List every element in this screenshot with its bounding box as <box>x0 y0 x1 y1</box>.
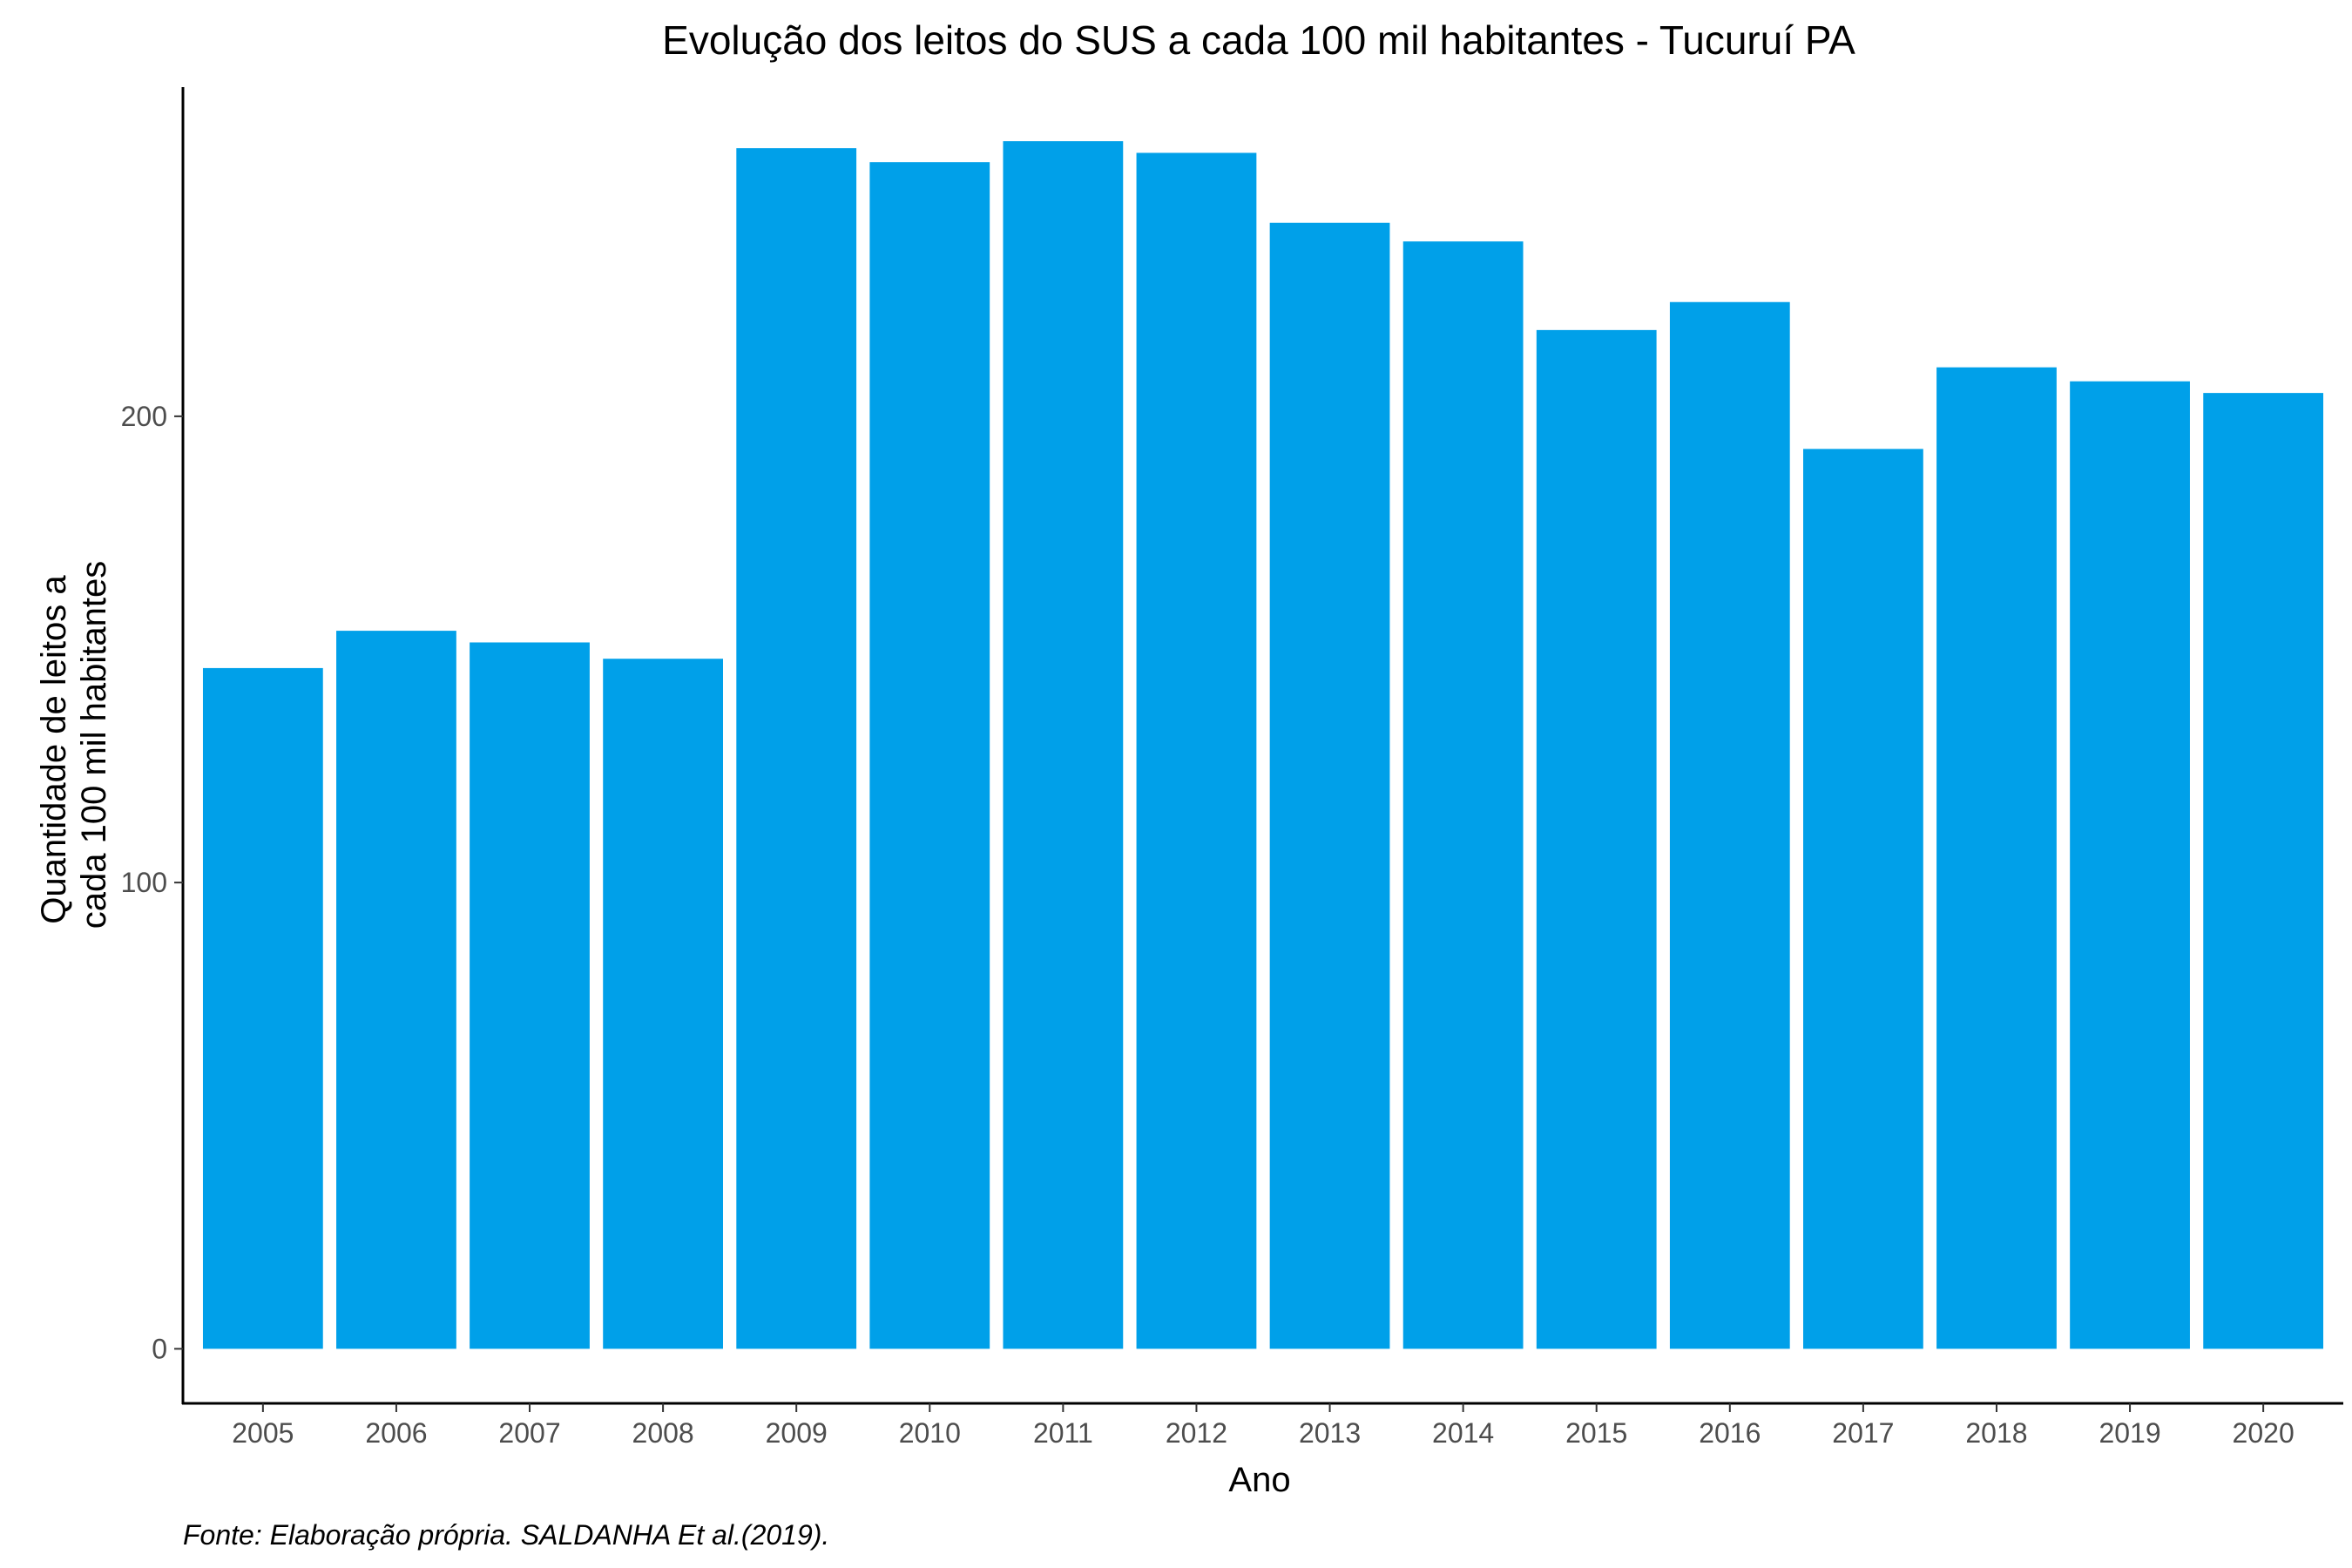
x-tick-label-2019: 2019 <box>2099 1417 2160 1449</box>
bar-2009 <box>736 148 857 1349</box>
bar-2011 <box>1003 141 1124 1349</box>
bar-2005 <box>202 667 323 1349</box>
y-tick-label-100: 100 <box>121 867 167 898</box>
x-axis-ticks: 2005 2006 2007 2008 2009 2010 2011 2012 2013 2014… <box>232 1403 2295 1449</box>
source-caption: Fonte: Elaboração própria. SALDANHA Et a… <box>183 1519 829 1551</box>
y-tick-label-200: 200 <box>121 401 167 432</box>
bar-2018 <box>1936 367 2057 1349</box>
x-tick-label-2010: 2010 <box>899 1417 961 1449</box>
x-tick-label-2018: 2018 <box>1965 1417 2027 1449</box>
bar-2020 <box>2203 393 2324 1349</box>
x-tick-label-2012: 2012 <box>1166 1417 1227 1449</box>
bar-2015 <box>1536 329 1657 1349</box>
plot-area <box>202 141 2324 1349</box>
x-tick-label-2008: 2008 <box>632 1417 694 1449</box>
x-axis-title: Ano <box>1228 1461 1290 1499</box>
x-tick-label-2006: 2006 <box>365 1417 427 1449</box>
y-axis-ticks: 0 100 200 <box>121 401 183 1364</box>
x-tick-label-2020: 2020 <box>2233 1417 2295 1449</box>
y-axis-title-line-2: cada 100 mil habitantes <box>75 561 113 929</box>
y-tick-label-0: 0 <box>152 1333 167 1364</box>
bar-2016 <box>1669 301 1790 1349</box>
bar-2013 <box>1269 222 1390 1349</box>
bar-2010 <box>869 162 990 1349</box>
bar-2007 <box>470 642 590 1349</box>
y-axis-title-line-1: Quantidade de leitos a <box>35 575 73 924</box>
x-tick-label-2005: 2005 <box>232 1417 294 1449</box>
x-tick-label-2015: 2015 <box>1565 1417 1627 1449</box>
x-tick-label-2016: 2016 <box>1699 1417 1761 1449</box>
x-tick-label-2013: 2013 <box>1299 1417 1361 1449</box>
y-axis-title: Quantidade de leitos a cada 100 mil habi… <box>35 561 113 929</box>
bar-2014 <box>1402 241 1524 1349</box>
x-tick-label-2011: 2011 <box>1033 1417 1093 1449</box>
x-tick-label-2014: 2014 <box>1432 1417 1494 1449</box>
chart-title: Evolução dos leitos do SUS a cada 100 mi… <box>662 17 1855 63</box>
bar-2012 <box>1136 152 1257 1349</box>
x-tick-label-2009: 2009 <box>766 1417 828 1449</box>
bar-2006 <box>336 631 456 1349</box>
x-tick-label-2007: 2007 <box>498 1417 560 1449</box>
bar-2019 <box>2070 381 2190 1349</box>
x-tick-label-2017: 2017 <box>1832 1417 1894 1449</box>
bar-2008 <box>603 659 723 1349</box>
bar-2017 <box>1803 449 1923 1349</box>
